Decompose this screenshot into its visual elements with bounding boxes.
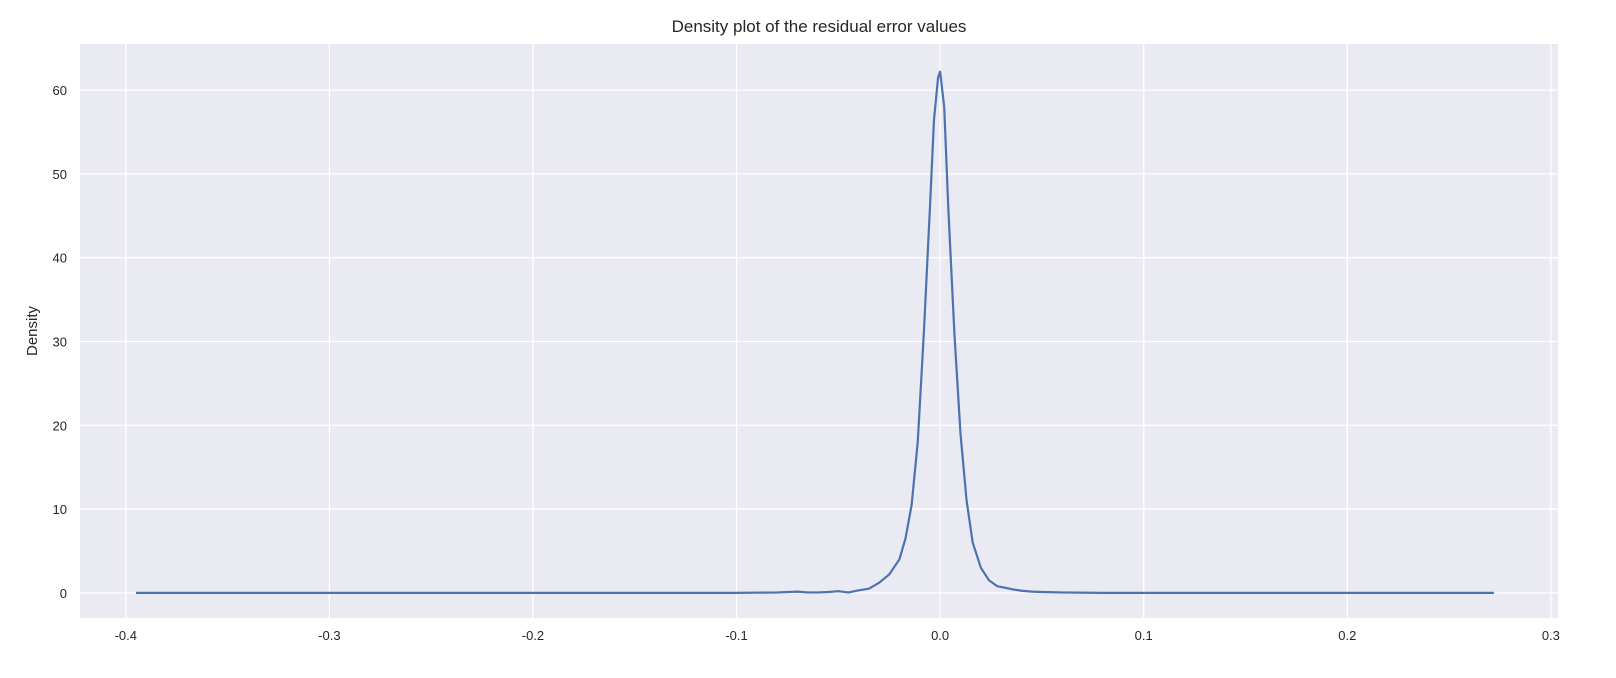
x-tick-label: 0.3 [1542,628,1560,643]
x-tick-label: -0.4 [115,628,137,643]
x-tick-label: 0.0 [931,628,949,643]
y-tick-label: 0 [60,586,67,601]
chart-title: Density plot of the residual error value… [672,17,967,36]
x-tick-label: -0.2 [522,628,544,643]
y-axis-label: Density [24,305,41,356]
x-tick-label: -0.3 [318,628,340,643]
y-tick-label: 60 [53,83,67,98]
x-tick-label: 0.1 [1135,628,1153,643]
y-tick-label: 10 [53,502,67,517]
y-tick-label: 30 [53,334,67,349]
grid [80,44,1558,618]
y-tick-label: 50 [53,167,67,182]
tick-labels: -0.4 -0.3 -0.2 -0.1 0.0 0.1 0.2 0.3 0 10 20 30 40 50 6… [53,83,1560,643]
density-line [135,70,1494,594]
y-tick-label: 20 [53,418,67,433]
x-tick-label: -0.1 [725,628,747,643]
y-tick-label: 40 [53,251,67,266]
plot-area [80,44,1558,618]
x-tick-label: 0.2 [1338,628,1356,643]
